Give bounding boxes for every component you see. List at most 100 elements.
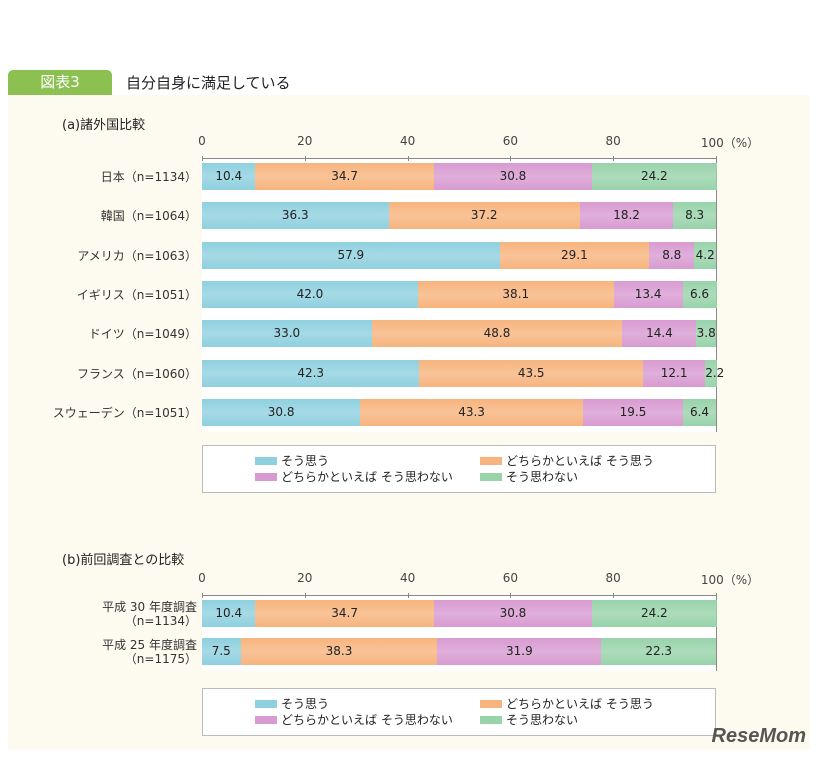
legend-swatch bbox=[480, 716, 502, 724]
x-tick-label: 80 bbox=[605, 134, 621, 148]
x-tick-mark bbox=[510, 156, 512, 161]
bar-segment: 33.0 bbox=[202, 320, 372, 347]
legend-label: どちらかといえば そう思う bbox=[506, 454, 654, 468]
x-tick-label: 40 bbox=[399, 134, 416, 148]
x-tick-mark bbox=[202, 593, 203, 598]
x-tick-mark bbox=[407, 156, 409, 161]
chart-b-title: (b)前回調査との比較 bbox=[62, 553, 185, 568]
row-label: イギリス（n=1051） bbox=[76, 288, 197, 302]
resemom-logo: ReseMom bbox=[711, 725, 806, 747]
bar-segment: 13.4 bbox=[613, 281, 683, 308]
legend-swatch bbox=[255, 457, 277, 465]
legend-item: どちらかといえば そう思う bbox=[480, 697, 654, 711]
bar-segment: 37.2 bbox=[388, 202, 580, 229]
bar-segment: 34.7 bbox=[255, 163, 434, 190]
bar-segment: 42.3 bbox=[202, 360, 420, 387]
x-tick-label: 100（%） bbox=[700, 573, 760, 587]
x-tick-mark bbox=[202, 156, 203, 161]
bar-segment: 48.8 bbox=[371, 320, 623, 347]
bar-segment: 30.8 bbox=[433, 163, 593, 190]
row-label: 韓国（n=1064） bbox=[100, 209, 197, 223]
x-tick-label: 60 bbox=[502, 134, 519, 148]
bar-segment: 36.3 bbox=[202, 202, 389, 229]
x-tick-label: 40 bbox=[399, 571, 416, 585]
bar-segment: 6.6 bbox=[682, 281, 717, 308]
row-label: 日本（n=1134） bbox=[100, 170, 197, 184]
bar-segment: 4.2 bbox=[694, 242, 716, 269]
bar-segment: 29.1 bbox=[499, 242, 650, 269]
bar-segment: 30.8 bbox=[202, 399, 361, 426]
x-axis-line bbox=[202, 595, 716, 596]
x-tick-label: 80 bbox=[605, 571, 621, 585]
bar-segment: 10.4 bbox=[202, 600, 256, 627]
x-tick-mark bbox=[716, 593, 717, 598]
bar-segment: 3.8 bbox=[696, 320, 716, 347]
legend-item: どちらかといえば そう思わない bbox=[255, 713, 453, 727]
x-axis-line bbox=[202, 158, 716, 159]
bar-segment: 24.2 bbox=[592, 600, 717, 627]
legend-label: そう思う bbox=[281, 454, 330, 468]
bar-segment: 57.9 bbox=[202, 242, 500, 269]
legend-label: そう思わない bbox=[506, 713, 579, 727]
row-label: スウェーデン（n=1051） bbox=[52, 406, 197, 420]
legend-label: そう思わない bbox=[506, 470, 579, 484]
bar-segment: 43.3 bbox=[360, 399, 583, 426]
row-label: ドイツ（n=1049） bbox=[88, 327, 197, 341]
legend-item: どちらかといえば そう思わない bbox=[255, 470, 453, 484]
x-tick-mark bbox=[304, 156, 306, 161]
x-tick-mark bbox=[407, 593, 409, 598]
bar-segment: 43.5 bbox=[419, 360, 643, 387]
x-tick-label: 60 bbox=[502, 571, 519, 585]
bar-segment: 24.2 bbox=[592, 163, 717, 190]
legend-swatch bbox=[255, 700, 277, 708]
x-tick-mark bbox=[613, 593, 615, 598]
figure-title: 自分自身に満足している bbox=[126, 74, 291, 92]
x-tick-mark bbox=[613, 156, 615, 161]
bar-segment: 30.8 bbox=[433, 600, 593, 627]
legend-item: そう思わない bbox=[480, 713, 578, 727]
row-label: 平成 25 年度調査 （n=1175） bbox=[102, 638, 197, 666]
legend-item: そう思う bbox=[255, 697, 329, 711]
bar-segment: 18.2 bbox=[579, 202, 674, 229]
bar-segment: 8.8 bbox=[649, 242, 695, 269]
row-label: フランス（n=1060） bbox=[77, 367, 197, 381]
bar-segment: 2.2 bbox=[705, 360, 724, 387]
x-tick-label: 0 bbox=[198, 134, 206, 148]
bar-segment: 34.7 bbox=[255, 600, 434, 627]
x-tick-label: 20 bbox=[297, 571, 313, 585]
chart-a-title: (a)諸外国比較 bbox=[62, 118, 146, 133]
bar-segment: 38.1 bbox=[417, 281, 614, 308]
bar-segment: 8.3 bbox=[673, 202, 716, 229]
legend-item: そう思わない bbox=[480, 470, 578, 484]
bar-segment: 42.0 bbox=[202, 281, 418, 308]
legend-label: そう思う bbox=[281, 697, 330, 711]
legend-box bbox=[202, 688, 716, 736]
bar-segment: 22.3 bbox=[601, 638, 716, 665]
bar-segment: 7.5 bbox=[202, 638, 241, 665]
bar-segment: 31.9 bbox=[437, 638, 602, 665]
legend-swatch bbox=[480, 700, 502, 708]
x-tick-mark bbox=[304, 593, 306, 598]
x-tick-label: 0 bbox=[198, 571, 206, 585]
x-tick-mark bbox=[510, 593, 512, 598]
legend-item: そう思う bbox=[255, 454, 329, 468]
legend-swatch bbox=[480, 473, 502, 481]
bar-segment: 38.3 bbox=[240, 638, 438, 665]
bar-segment: 10.4 bbox=[202, 163, 256, 190]
legend-box bbox=[202, 445, 716, 493]
x-tick-mark bbox=[716, 156, 717, 161]
figure-label: 図表3 bbox=[8, 70, 112, 95]
bar-segment: 12.1 bbox=[643, 360, 706, 387]
x-tick-label: 100（%） bbox=[700, 136, 760, 150]
bar-segment: 14.4 bbox=[622, 320, 697, 347]
bar-segment: 19.5 bbox=[582, 399, 684, 426]
legend-label: どちらかといえば そう思わない bbox=[281, 470, 453, 484]
legend-swatch bbox=[480, 457, 502, 465]
legend-label: どちらかといえば そう思う bbox=[506, 697, 654, 711]
legend-item: どちらかといえば そう思う bbox=[480, 454, 654, 468]
row-label: アメリカ（n=1063） bbox=[77, 249, 197, 263]
legend-label: どちらかといえば そう思わない bbox=[281, 713, 453, 727]
legend-swatch bbox=[255, 473, 277, 481]
legend-swatch bbox=[255, 716, 277, 724]
row-label: 平成 30 年度調査 （n=1134） bbox=[102, 600, 197, 628]
